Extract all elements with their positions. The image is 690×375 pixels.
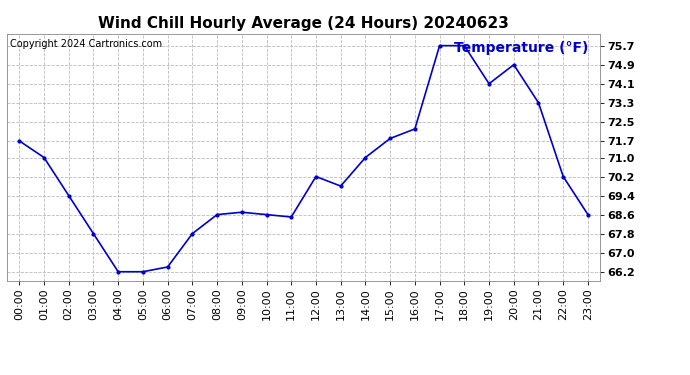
- Text: Copyright 2024 Cartronics.com: Copyright 2024 Cartronics.com: [10, 39, 162, 49]
- Title: Wind Chill Hourly Average (24 Hours) 20240623: Wind Chill Hourly Average (24 Hours) 202…: [98, 16, 509, 31]
- Text: Temperature (°F): Temperature (°F): [454, 41, 589, 55]
